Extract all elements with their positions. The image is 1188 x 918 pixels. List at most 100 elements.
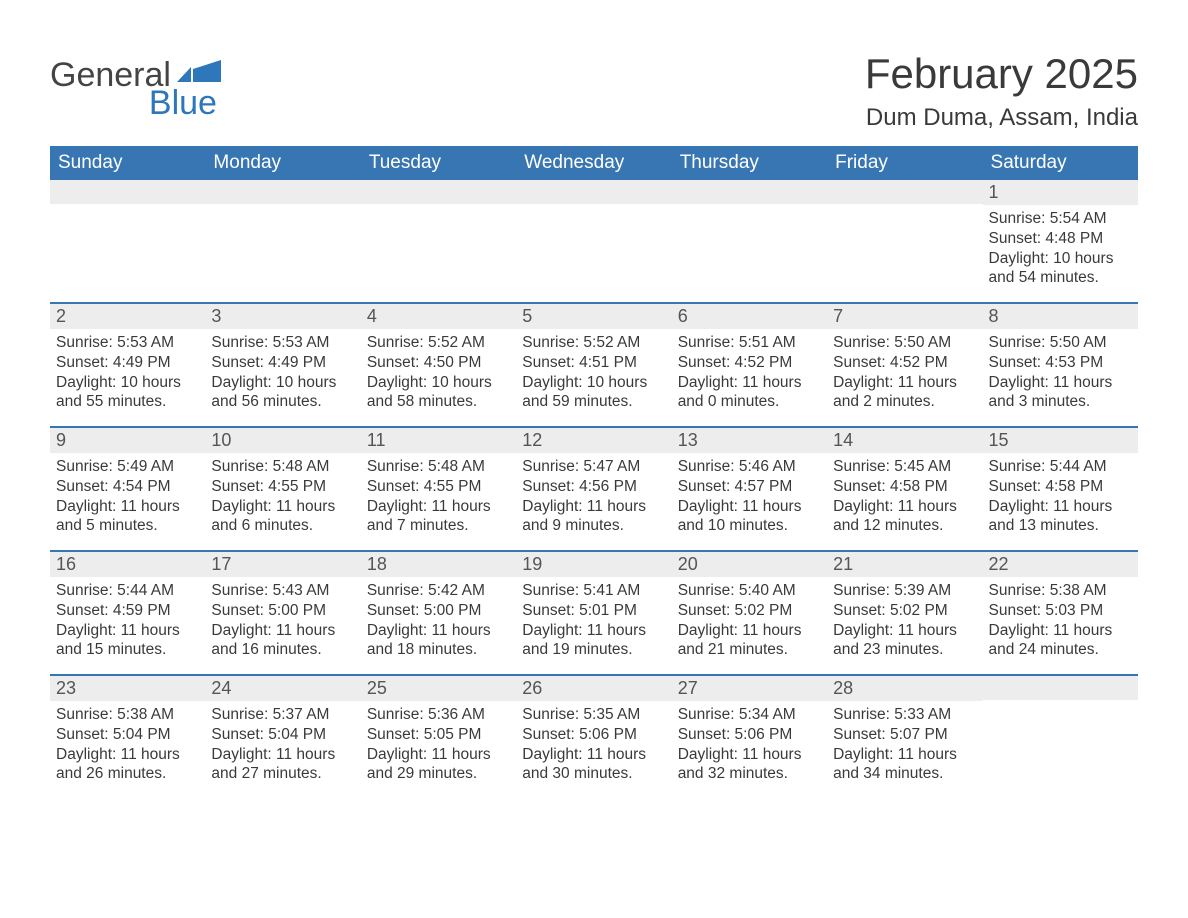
day-content: Sunrise: 5:38 AMSunset: 5:04 PMDaylight:…: [50, 701, 205, 790]
sunset-line: Sunset: 4:49 PM: [211, 353, 354, 373]
calendar-day: 12Sunrise: 5:47 AMSunset: 4:56 PMDayligh…: [516, 428, 671, 550]
day-content: Sunrise: 5:40 AMSunset: 5:02 PMDaylight:…: [672, 577, 827, 666]
daylight-line-2: and 21 minutes.: [678, 640, 821, 660]
month-title: February 2025: [865, 50, 1138, 98]
day-number: 15: [983, 428, 1138, 453]
sunrise-line: Sunrise: 5:42 AM: [367, 581, 510, 601]
sunset-line: Sunset: 4:53 PM: [989, 353, 1132, 373]
daylight-line-2: and 13 minutes.: [989, 516, 1132, 536]
daylight-line-2: and 34 minutes.: [833, 764, 976, 784]
sunset-line: Sunset: 5:06 PM: [522, 725, 665, 745]
day-content: Sunrise: 5:51 AMSunset: 4:52 PMDaylight:…: [672, 329, 827, 418]
day-number: 20: [672, 552, 827, 577]
day-number: 13: [672, 428, 827, 453]
sunset-line: Sunset: 5:06 PM: [678, 725, 821, 745]
day-content: Sunrise: 5:34 AMSunset: 5:06 PMDaylight:…: [672, 701, 827, 790]
day-number: 1: [983, 180, 1138, 205]
day-content: Sunrise: 5:37 AMSunset: 5:04 PMDaylight:…: [205, 701, 360, 790]
sunrise-line: Sunrise: 5:33 AM: [833, 705, 976, 725]
dow-tuesday: Tuesday: [361, 146, 516, 180]
calendar-day: 26Sunrise: 5:35 AMSunset: 5:06 PMDayligh…: [516, 676, 671, 798]
day-number: [205, 180, 360, 204]
day-number: 12: [516, 428, 671, 453]
sunrise-line: Sunrise: 5:41 AM: [522, 581, 665, 601]
daylight-line-2: and 59 minutes.: [522, 392, 665, 412]
sunset-line: Sunset: 4:51 PM: [522, 353, 665, 373]
daylight-line-2: and 16 minutes.: [211, 640, 354, 660]
sunrise-line: Sunrise: 5:47 AM: [522, 457, 665, 477]
sunset-line: Sunset: 4:49 PM: [56, 353, 199, 373]
day-content: Sunrise: 5:53 AMSunset: 4:49 PMDaylight:…: [50, 329, 205, 418]
sunrise-line: Sunrise: 5:48 AM: [367, 457, 510, 477]
weeks-container: 1Sunrise: 5:54 AMSunset: 4:48 PMDaylight…: [50, 180, 1138, 798]
sunset-line: Sunset: 5:01 PM: [522, 601, 665, 621]
calendar-day-empty: [361, 180, 516, 302]
day-number: [361, 180, 516, 204]
dow-sunday: Sunday: [50, 146, 205, 180]
day-content: Sunrise: 5:54 AMSunset: 4:48 PMDaylight:…: [983, 205, 1138, 294]
daylight-line-1: Daylight: 11 hours: [211, 497, 354, 517]
day-content: Sunrise: 5:50 AMSunset: 4:52 PMDaylight:…: [827, 329, 982, 418]
daylight-line-1: Daylight: 11 hours: [833, 497, 976, 517]
sunset-line: Sunset: 4:48 PM: [989, 229, 1132, 249]
daylight-line-2: and 9 minutes.: [522, 516, 665, 536]
calendar-week: 2Sunrise: 5:53 AMSunset: 4:49 PMDaylight…: [50, 302, 1138, 426]
calendar-day-empty: [50, 180, 205, 302]
day-content: [205, 204, 360, 214]
daylight-line-1: Daylight: 10 hours: [367, 373, 510, 393]
daylight-line-2: and 24 minutes.: [989, 640, 1132, 660]
daylight-line-1: Daylight: 11 hours: [989, 373, 1132, 393]
day-number: 7: [827, 304, 982, 329]
daylight-line-2: and 3 minutes.: [989, 392, 1132, 412]
daylight-line-2: and 27 minutes.: [211, 764, 354, 784]
sunset-line: Sunset: 5:04 PM: [211, 725, 354, 745]
calendar-day: 8Sunrise: 5:50 AMSunset: 4:53 PMDaylight…: [983, 304, 1138, 426]
day-content: Sunrise: 5:41 AMSunset: 5:01 PMDaylight:…: [516, 577, 671, 666]
page-header: General Blue February 2025 Dum Duma, Ass…: [50, 50, 1138, 132]
calendar-day: 10Sunrise: 5:48 AMSunset: 4:55 PMDayligh…: [205, 428, 360, 550]
day-content: Sunrise: 5:52 AMSunset: 4:51 PMDaylight:…: [516, 329, 671, 418]
daylight-line-1: Daylight: 11 hours: [989, 621, 1132, 641]
calendar-day: 14Sunrise: 5:45 AMSunset: 4:58 PMDayligh…: [827, 428, 982, 550]
daylight-line-2: and 15 minutes.: [56, 640, 199, 660]
daylight-line-1: Daylight: 11 hours: [833, 745, 976, 765]
sunset-line: Sunset: 4:52 PM: [678, 353, 821, 373]
flag-icon: [177, 54, 221, 88]
daylight-line-2: and 30 minutes.: [522, 764, 665, 784]
sunset-line: Sunset: 4:55 PM: [367, 477, 510, 497]
sunrise-line: Sunrise: 5:43 AM: [211, 581, 354, 601]
dow-friday: Friday: [827, 146, 982, 180]
daylight-line-1: Daylight: 11 hours: [833, 373, 976, 393]
sunrise-line: Sunrise: 5:36 AM: [367, 705, 510, 725]
day-content: Sunrise: 5:42 AMSunset: 5:00 PMDaylight:…: [361, 577, 516, 666]
calendar-day: 25Sunrise: 5:36 AMSunset: 5:05 PMDayligh…: [361, 676, 516, 798]
sunrise-line: Sunrise: 5:49 AM: [56, 457, 199, 477]
day-content: Sunrise: 5:45 AMSunset: 4:58 PMDaylight:…: [827, 453, 982, 542]
calendar-page: General Blue February 2025 Dum Duma, Ass…: [0, 0, 1188, 838]
calendar-week: 16Sunrise: 5:44 AMSunset: 4:59 PMDayligh…: [50, 550, 1138, 674]
day-content: Sunrise: 5:47 AMSunset: 4:56 PMDaylight:…: [516, 453, 671, 542]
day-content: [50, 204, 205, 214]
calendar-day: 19Sunrise: 5:41 AMSunset: 5:01 PMDayligh…: [516, 552, 671, 674]
day-number: 19: [516, 552, 671, 577]
day-number: 24: [205, 676, 360, 701]
daylight-line-1: Daylight: 11 hours: [989, 497, 1132, 517]
daylight-line-2: and 26 minutes.: [56, 764, 199, 784]
calendar-day: 23Sunrise: 5:38 AMSunset: 5:04 PMDayligh…: [50, 676, 205, 798]
calendar-day-empty: [827, 180, 982, 302]
calendar-day: 2Sunrise: 5:53 AMSunset: 4:49 PMDaylight…: [50, 304, 205, 426]
sunrise-line: Sunrise: 5:38 AM: [989, 581, 1132, 601]
daylight-line-1: Daylight: 11 hours: [56, 497, 199, 517]
calendar-day: 20Sunrise: 5:40 AMSunset: 5:02 PMDayligh…: [672, 552, 827, 674]
daylight-line-2: and 32 minutes.: [678, 764, 821, 784]
sunset-line: Sunset: 4:50 PM: [367, 353, 510, 373]
sunset-line: Sunset: 4:57 PM: [678, 477, 821, 497]
daylight-line-1: Daylight: 11 hours: [833, 621, 976, 641]
daylight-line-1: Daylight: 11 hours: [56, 621, 199, 641]
daylight-line-1: Daylight: 10 hours: [522, 373, 665, 393]
day-content: Sunrise: 5:49 AMSunset: 4:54 PMDaylight:…: [50, 453, 205, 542]
daylight-line-1: Daylight: 10 hours: [989, 249, 1132, 269]
day-number: 9: [50, 428, 205, 453]
day-number: 6: [672, 304, 827, 329]
day-number: 18: [361, 552, 516, 577]
